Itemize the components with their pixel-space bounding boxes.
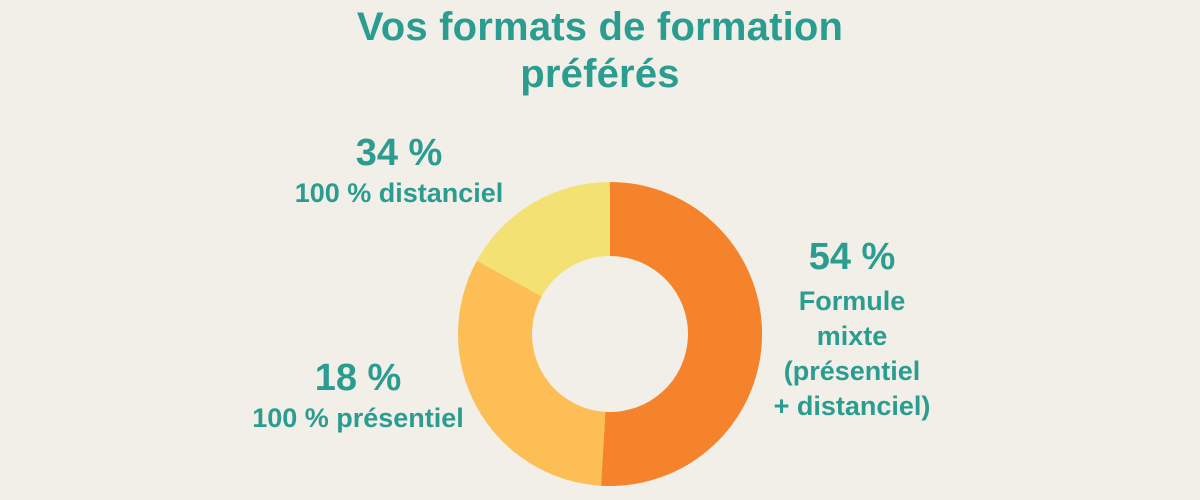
donut-segment-formule-mixte <box>601 182 762 486</box>
segment-label-presentiel: 100 % présentiel <box>252 403 464 433</box>
annotation-distanciel: 34 % 100 % distanciel <box>229 132 569 211</box>
annotation-presentiel: 18 % 100 % présentiel <box>208 357 508 436</box>
donut-segment-distanciel <box>458 260 606 486</box>
pct-value-presentiel: 18 % <box>314 357 402 399</box>
page-title: Vos formats de formation préférés <box>0 4 1200 98</box>
annotation-formule-mixte: 54 % Formule mixte (présentiel + distanc… <box>747 236 957 424</box>
page-title-line-1: Vos formats de formation <box>356 5 844 49</box>
page-title-line-2: préférés <box>520 52 680 96</box>
pct-value-distanciel: 34 % <box>355 132 443 174</box>
pct-value-formule-mixte: 54 % <box>808 236 896 278</box>
donut-svg <box>458 182 762 486</box>
donut-segment-presentiel <box>476 182 610 297</box>
donut-chart <box>458 182 762 486</box>
segment-label-distanciel: 100 % distanciel <box>294 178 504 208</box>
segment-label-formule-mixte: Formule mixte (présentiel + distanciel) <box>773 286 931 421</box>
